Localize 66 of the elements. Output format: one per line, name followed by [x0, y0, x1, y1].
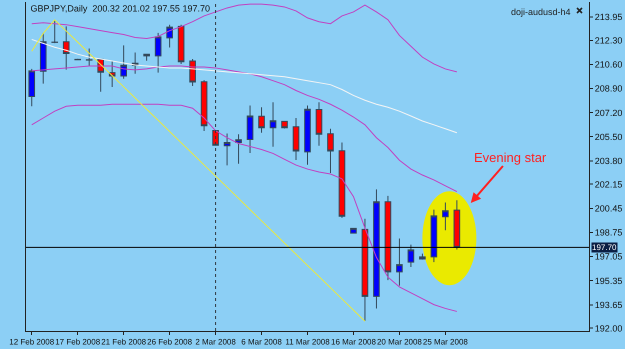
candlestick	[143, 54, 150, 62]
candlestick	[362, 218, 368, 322]
x-tick-label: 26 Feb 2008	[147, 338, 193, 347]
candlestick	[235, 134, 242, 164]
chart-title: GBPJPY,Daily 200.32 201.02 197.55 197.70	[30, 4, 210, 14]
candlestick	[281, 120, 288, 129]
line-series	[31, 19, 366, 322]
x-tick-label: 20 Mar 2008	[376, 338, 422, 347]
candlestick	[338, 142, 346, 218]
candlestick	[86, 48, 93, 66]
x-tick-label: 6 Mar 2008	[241, 338, 282, 347]
candlestick	[200, 80, 208, 132]
annotation: Evening star	[474, 150, 547, 165]
y-tick-label: 195.35	[594, 276, 622, 286]
candlestick	[396, 238, 403, 286]
y-tick-label: 200.45	[594, 203, 622, 214]
candlestick	[408, 244, 414, 268]
candlestick	[442, 202, 449, 231]
candlestick	[419, 253, 426, 260]
y-tick-label: 212.30	[594, 35, 622, 46]
candlestick	[154, 32, 162, 74]
candlestick	[246, 105, 254, 154]
line-series	[31, 65, 458, 192]
line-series	[31, 38, 458, 134]
candlestick	[62, 26, 70, 70]
x-tick-label: 21 Feb 2008	[101, 338, 147, 347]
candlestick	[224, 132, 230, 166]
y-tick-label: 193.65	[594, 300, 622, 310]
candlestick	[51, 19, 58, 44]
candlestick	[373, 188, 380, 309]
line-series	[31, 4, 458, 72]
y-tick-label: 192.00	[594, 323, 622, 334]
candlestick	[189, 58, 196, 86]
y-tick-label: 210.60	[594, 60, 622, 70]
y-tick-label: 208.90	[594, 84, 622, 94]
y-tick-label: 205.50	[594, 132, 622, 142]
candlestick	[120, 44, 127, 80]
candlestick	[316, 102, 322, 146]
x-tick-label: 12 Feb 2008	[9, 338, 55, 347]
candlestick	[430, 209, 438, 263]
x-tick-label: 11 Mar 2008	[285, 338, 330, 347]
x-tick-label: 25 Mar 2008	[422, 338, 468, 347]
y-tick-label: 202.15	[594, 179, 622, 190]
x-tick-label: 16 Mar 2008	[331, 338, 376, 347]
x-tick-label: 2 Mar 2008	[195, 338, 236, 347]
text: doji-audusd-h4	[511, 7, 571, 17]
candlestick	[166, 24, 173, 48]
y-tick-label: 197.05	[594, 252, 622, 262]
candlestick	[258, 106, 265, 134]
candlestick	[292, 118, 300, 160]
y-tick-label: 198.75	[594, 228, 622, 238]
y-tick-label: 213.95	[594, 12, 622, 22]
candlestick	[270, 102, 276, 148]
candlestick	[454, 200, 460, 250]
y-tick-label: 203.80	[594, 156, 622, 166]
candlestick	[178, 24, 184, 64]
line-series	[31, 104, 458, 312]
candlestick	[384, 195, 392, 281]
candlestick	[304, 105, 311, 166]
x-tick-label: 17 Feb 2008	[55, 338, 101, 347]
candlestick	[327, 128, 334, 174]
candlestick	[28, 68, 36, 107]
y-tick-label: 207.20	[594, 108, 622, 118]
candlestick	[40, 32, 47, 84]
candlestick	[350, 228, 357, 234]
ref-line-label: 197.70	[592, 243, 618, 252]
